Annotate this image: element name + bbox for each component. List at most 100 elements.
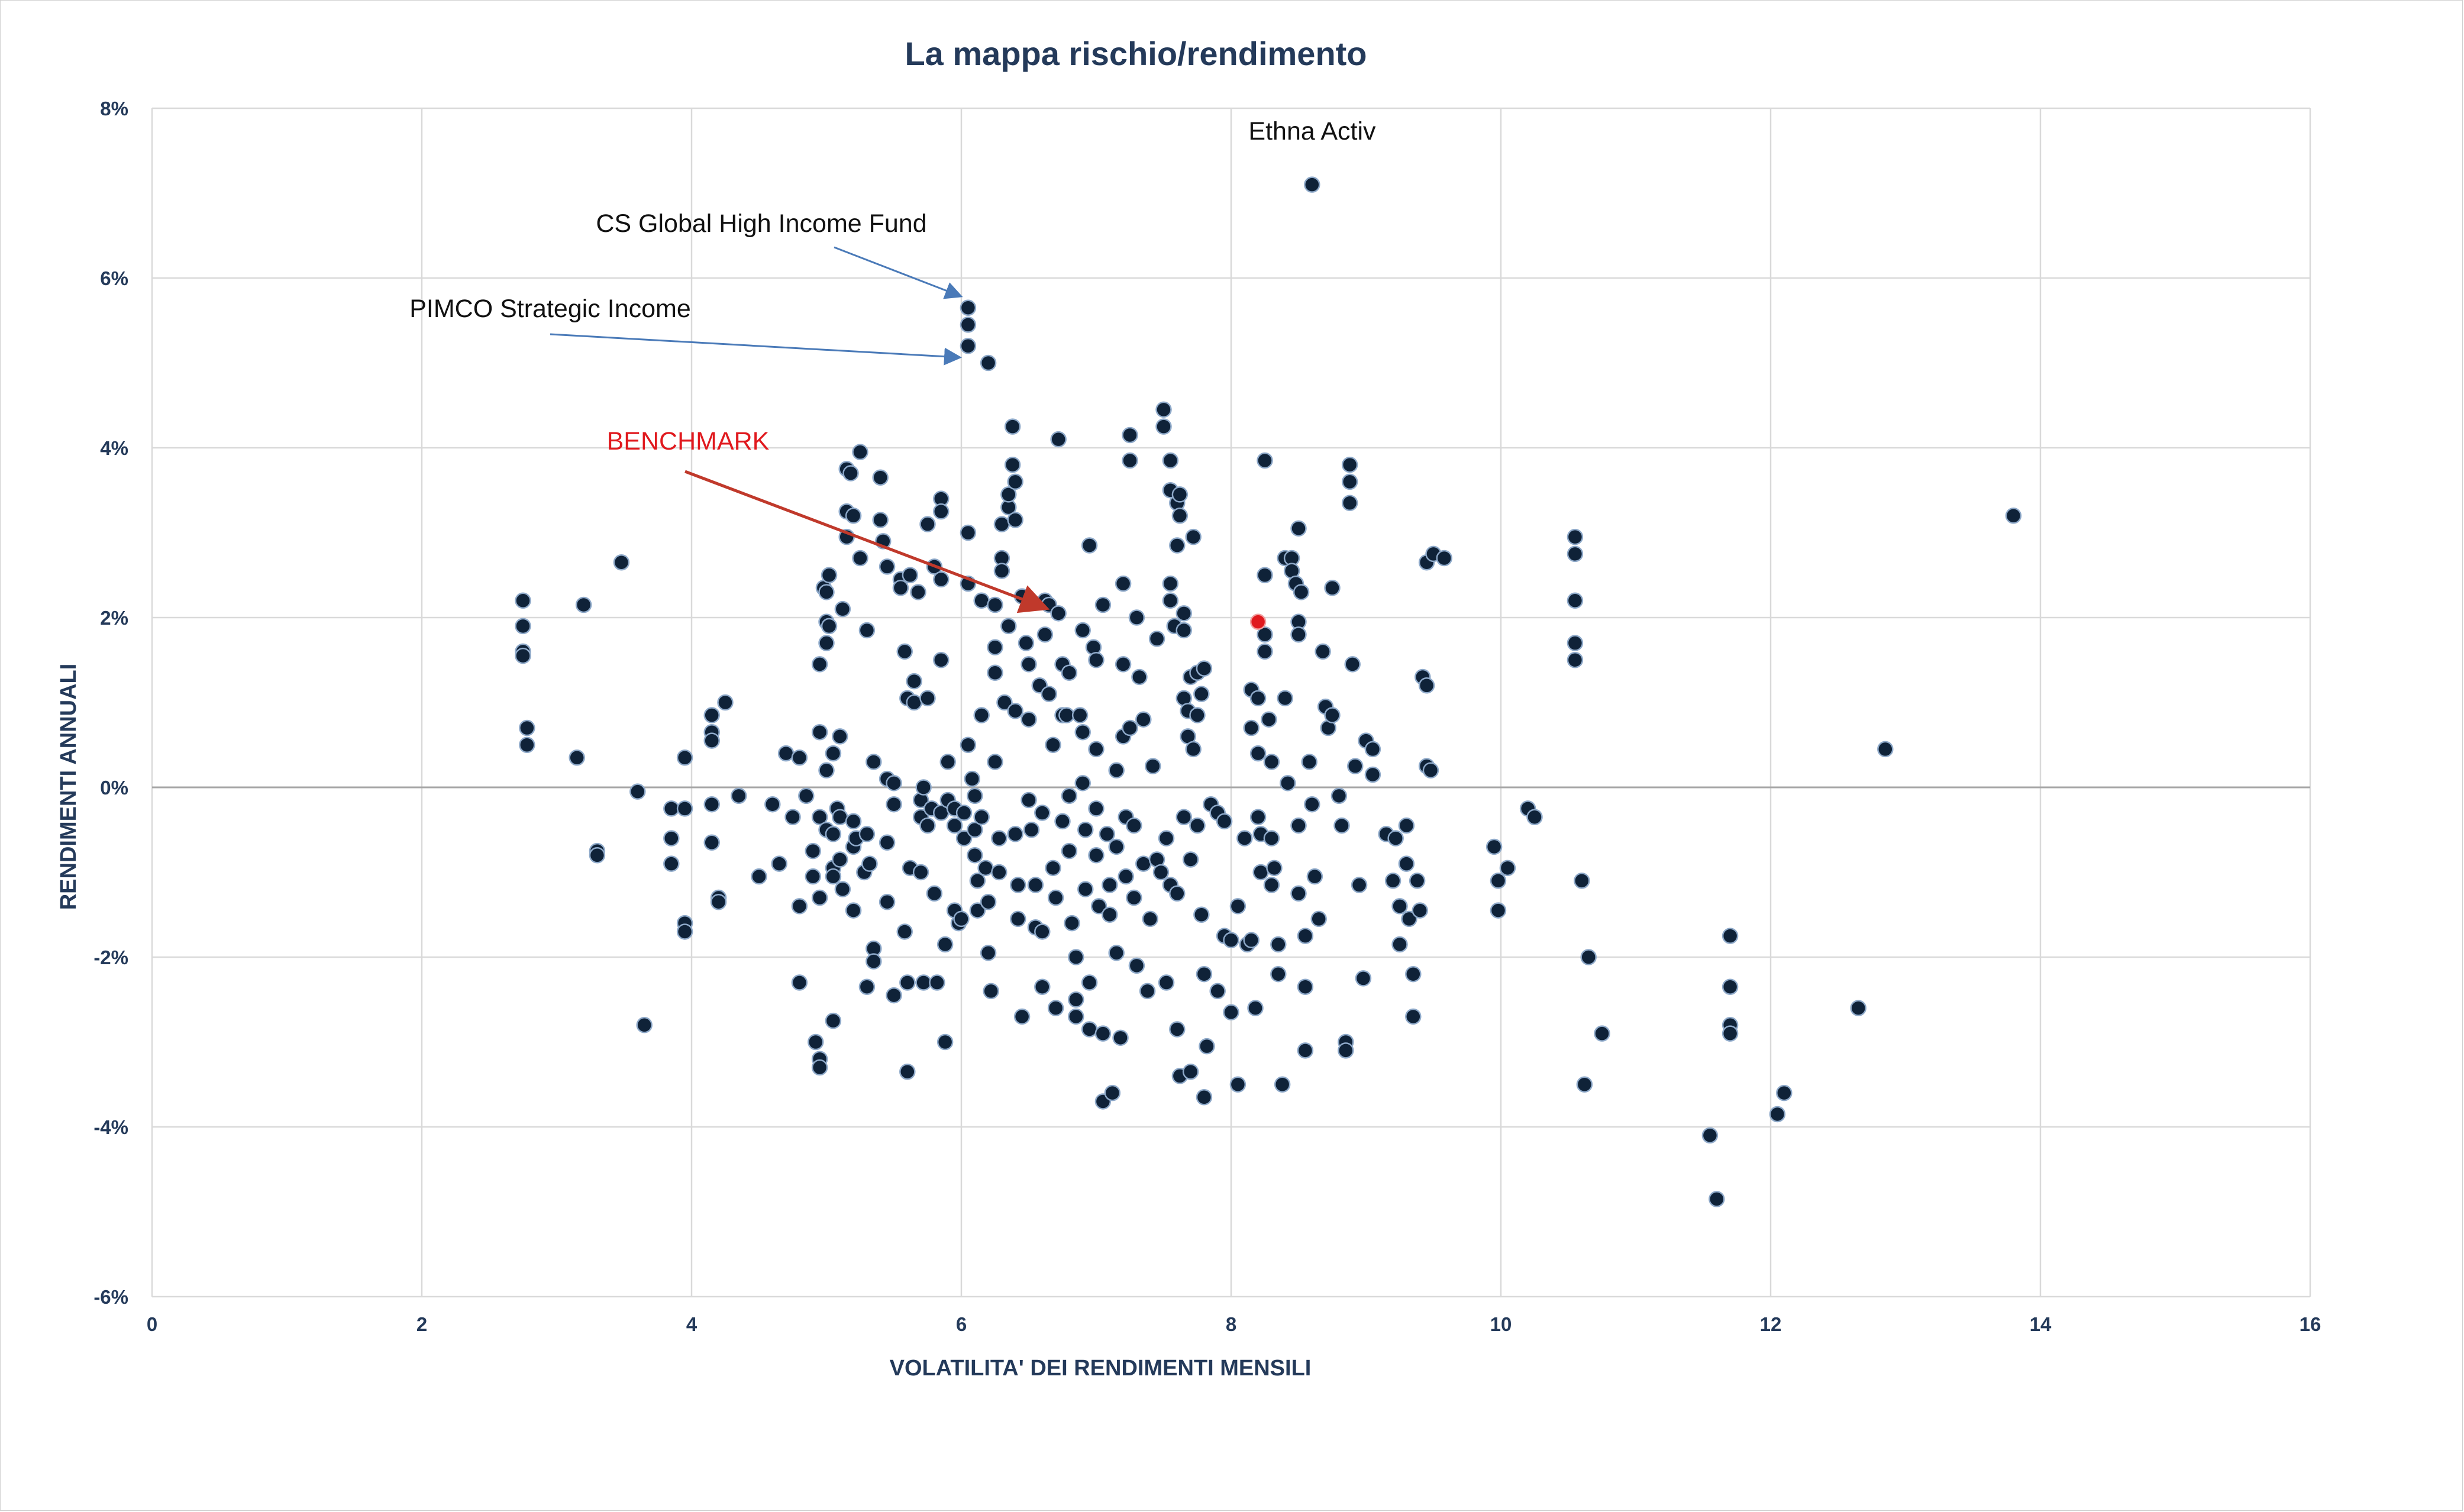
- data-point: [991, 830, 1007, 847]
- data-point: [969, 902, 986, 919]
- data-point: [886, 775, 902, 791]
- data-point: [834, 600, 851, 618]
- data-point: [1034, 978, 1051, 995]
- data-point: [967, 847, 983, 864]
- data-point: [896, 923, 913, 940]
- data-point: [1249, 745, 1267, 762]
- data-point: [1257, 452, 1273, 469]
- data-point: [1290, 885, 1307, 902]
- data-point: [1364, 766, 1381, 783]
- data-point: [1189, 707, 1206, 723]
- data-point: [1128, 957, 1145, 974]
- data-point: [987, 664, 1003, 681]
- data-point: [1021, 711, 1037, 728]
- data-point: [1064, 915, 1080, 932]
- data-point: [1047, 1000, 1064, 1016]
- data-point: [1068, 949, 1084, 965]
- data-point: [987, 596, 1003, 613]
- data-point: [676, 800, 693, 817]
- data-point: [832, 809, 848, 825]
- data-point: [1594, 1025, 1610, 1042]
- data-point: [866, 953, 882, 970]
- y-axis-title: RENDIMENTI ANNUALI: [56, 664, 81, 910]
- data-point: [1315, 643, 1331, 660]
- y-tick-label: 2%: [100, 607, 128, 629]
- data-point: [1199, 1038, 1215, 1055]
- data-point: [845, 813, 862, 830]
- data-point: [1169, 537, 1186, 554]
- data-point: [1304, 796, 1320, 813]
- data-point: [960, 736, 977, 753]
- data-point: [996, 694, 1013, 711]
- data-point: [569, 749, 585, 766]
- data-point: [973, 592, 990, 609]
- data-point: [1090, 898, 1107, 915]
- data-point: [1108, 945, 1125, 961]
- data-point: [1243, 719, 1260, 736]
- data-point: [825, 1012, 842, 1029]
- data-point: [710, 893, 727, 910]
- data-point: [1257, 643, 1273, 660]
- data-point: [1277, 690, 1293, 707]
- data-point: [993, 516, 1010, 532]
- data-point: [987, 754, 1003, 770]
- data-point: [1155, 418, 1172, 435]
- data-point: [1021, 791, 1037, 809]
- data-point: [1007, 826, 1023, 842]
- data-point: [1126, 889, 1142, 906]
- data-point: [1189, 817, 1206, 834]
- data-point: [919, 516, 936, 532]
- data-point: [1391, 936, 1408, 953]
- data-point: [1158, 974, 1175, 991]
- data-point: [1229, 1076, 1246, 1093]
- data-point: [1306, 868, 1323, 885]
- data-points: [515, 176, 2022, 1207]
- data-point: [2005, 508, 2022, 524]
- data-point: [1216, 813, 1233, 830]
- data-point: [1115, 575, 1132, 592]
- data-point: [967, 787, 983, 805]
- data-point: [1126, 817, 1142, 834]
- data-point: [629, 783, 646, 800]
- data-point: [1142, 910, 1158, 928]
- data-point: [980, 893, 997, 910]
- annotation-pimco-label: PIMCO Strategic Income: [409, 295, 691, 323]
- data-point: [1567, 545, 1584, 563]
- data-point: [811, 723, 828, 741]
- data-point: [1135, 711, 1152, 728]
- data-point: [858, 622, 876, 639]
- data-point: [1068, 1008, 1084, 1025]
- data-point: [1247, 1000, 1264, 1016]
- annotation-ethna-label: Ethna Activ: [1248, 117, 1376, 146]
- data-point: [1122, 427, 1138, 444]
- data-point: [899, 974, 916, 991]
- data-point: [1158, 830, 1175, 847]
- data-point: [1058, 707, 1075, 723]
- data-point: [845, 902, 862, 919]
- data-point: [1139, 983, 1156, 1000]
- data-point: [777, 745, 795, 762]
- data-point: [939, 754, 956, 770]
- data-point: [1023, 822, 1040, 838]
- data-point: [1004, 418, 1021, 435]
- data-point: [811, 889, 828, 906]
- data-point: [821, 567, 838, 583]
- x-tick-label: 4: [686, 1313, 697, 1335]
- data-point: [1249, 809, 1267, 825]
- data-point: [1122, 452, 1138, 469]
- data-point: [967, 822, 983, 838]
- x-tick-label: 8: [1226, 1313, 1236, 1335]
- data-point: [1333, 817, 1350, 834]
- data-point: [1034, 923, 1051, 940]
- data-point: [1341, 495, 1358, 512]
- data-point: [1722, 978, 1739, 995]
- data-point: [1013, 1008, 1031, 1025]
- data-point: [858, 826, 876, 842]
- data-point: [808, 1033, 824, 1051]
- data-point: [1290, 626, 1307, 643]
- data-point: [1004, 456, 1021, 473]
- data-point: [1769, 1106, 1786, 1123]
- x-tick-label: 0: [147, 1313, 157, 1335]
- data-point: [955, 805, 973, 821]
- data-point: [1574, 873, 1590, 889]
